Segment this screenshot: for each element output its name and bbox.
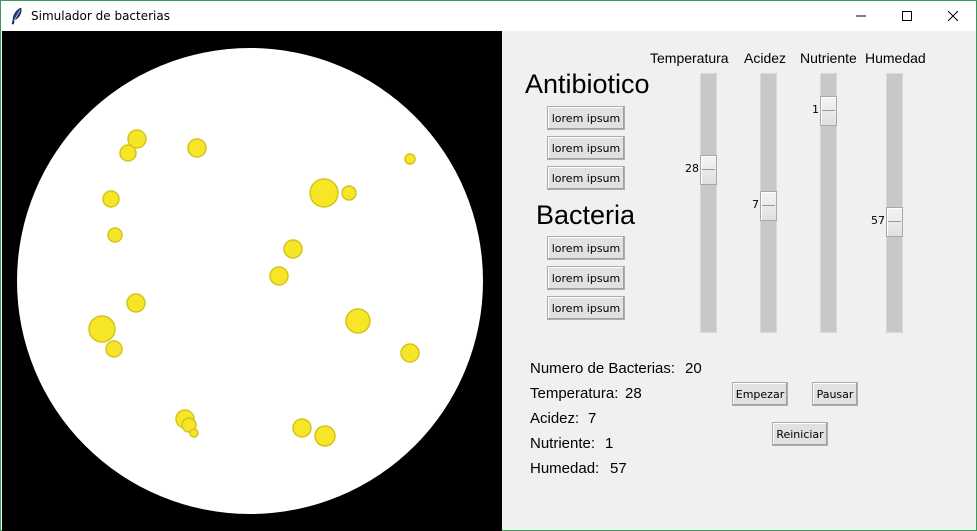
minimize-button[interactable] [838,1,884,31]
stat-nutriente-value: 1 [605,435,614,452]
stat-acidez-value: 7 [588,410,597,427]
bacteria-colony [341,185,357,201]
slider-thumb-humedad[interactable] [886,207,903,237]
slider-value-acidez: 7 [752,198,759,211]
antibiotico-button-2[interactable]: lorem ipsum [547,136,625,160]
bacteria-colony [292,418,312,438]
stat-numero-label: Numero de Bacterias: [530,360,676,377]
slider-thumb-temperatura[interactable] [700,155,717,185]
stat-temperatura-value: 28 [625,385,642,402]
slider-thumb-nutriente[interactable] [820,96,837,126]
stat-temperatura-label: Temperatura: [530,385,619,402]
bacteria-colony [345,308,371,334]
bacteria-colony [119,144,137,162]
bacteria-title: Bacteria [536,200,636,230]
stat-nutriente-label: Nutriente: [530,435,596,452]
bacteria-colony [107,227,123,243]
antibiotico-title: Antibiotico [525,69,650,99]
stat-numero-value: 20 [685,360,702,377]
slider-track-temperatura[interactable] [700,73,717,333]
slider-track-nutriente[interactable] [820,73,837,333]
bacteria-colony [314,425,336,447]
bacteria-colony [283,239,303,259]
bacteria-colony [400,343,420,363]
bacteria-colony [309,178,339,208]
bacteria-button-2[interactable]: lorem ipsum [547,266,625,290]
window-title: Simulador de bacterias [31,9,170,23]
bacteria-colony [88,315,116,343]
pause-button[interactable]: Pausar [812,382,858,406]
bacteria-colony [404,153,416,165]
close-button[interactable] [930,1,976,31]
slider-track-humedad[interactable] [886,73,903,333]
bacteria-colony [127,129,147,149]
petri-canvas[interactable] [2,31,502,531]
minimize-icon [856,15,866,17]
bacteria-layer [88,129,420,447]
antibiotico-button-3[interactable]: lorem ipsum [547,166,625,190]
petri-dish-svg [17,48,483,514]
close-icon [948,11,958,21]
bacteria-colony [189,428,199,438]
slider-value-nutriente: 1 [812,103,819,116]
feather-icon [10,7,24,25]
start-button[interactable]: Empezar [732,382,788,406]
petri-dish [17,48,483,514]
stat-humedad-value: 57 [610,460,627,477]
slider-label-nutriente: Nutriente [800,50,857,66]
slider-value-humedad: 57 [871,214,885,227]
stat-humedad-label: Humedad: [530,460,600,477]
title-bar: Simulador de bacterias [1,1,976,31]
slider-label-acidez: Acidez [744,50,787,66]
bacteria-colony [105,340,123,358]
bacteria-colony [102,190,120,208]
bacteria-button-3[interactable]: lorem ipsum [547,296,625,320]
stat-acidez-label: Acidez: [530,410,580,427]
bacteria-colony [187,138,207,158]
bacteria-colony [126,293,146,313]
slider-thumb-acidez[interactable] [760,191,777,221]
slider-label-temperatura: Temperatura [650,50,729,66]
slider-track-acidez[interactable] [760,73,777,333]
slider-value-temperatura: 28 [685,162,699,175]
bacteria-button-1[interactable]: lorem ipsum [547,236,625,260]
slider-label-humedad: Humedad [865,50,926,66]
restart-button[interactable]: Reiniciar [772,422,828,446]
antibiotico-button-1[interactable]: lorem ipsum [547,106,625,130]
maximize-icon [902,11,912,21]
bacteria-colony [269,266,289,286]
maximize-button[interactable] [884,1,930,31]
